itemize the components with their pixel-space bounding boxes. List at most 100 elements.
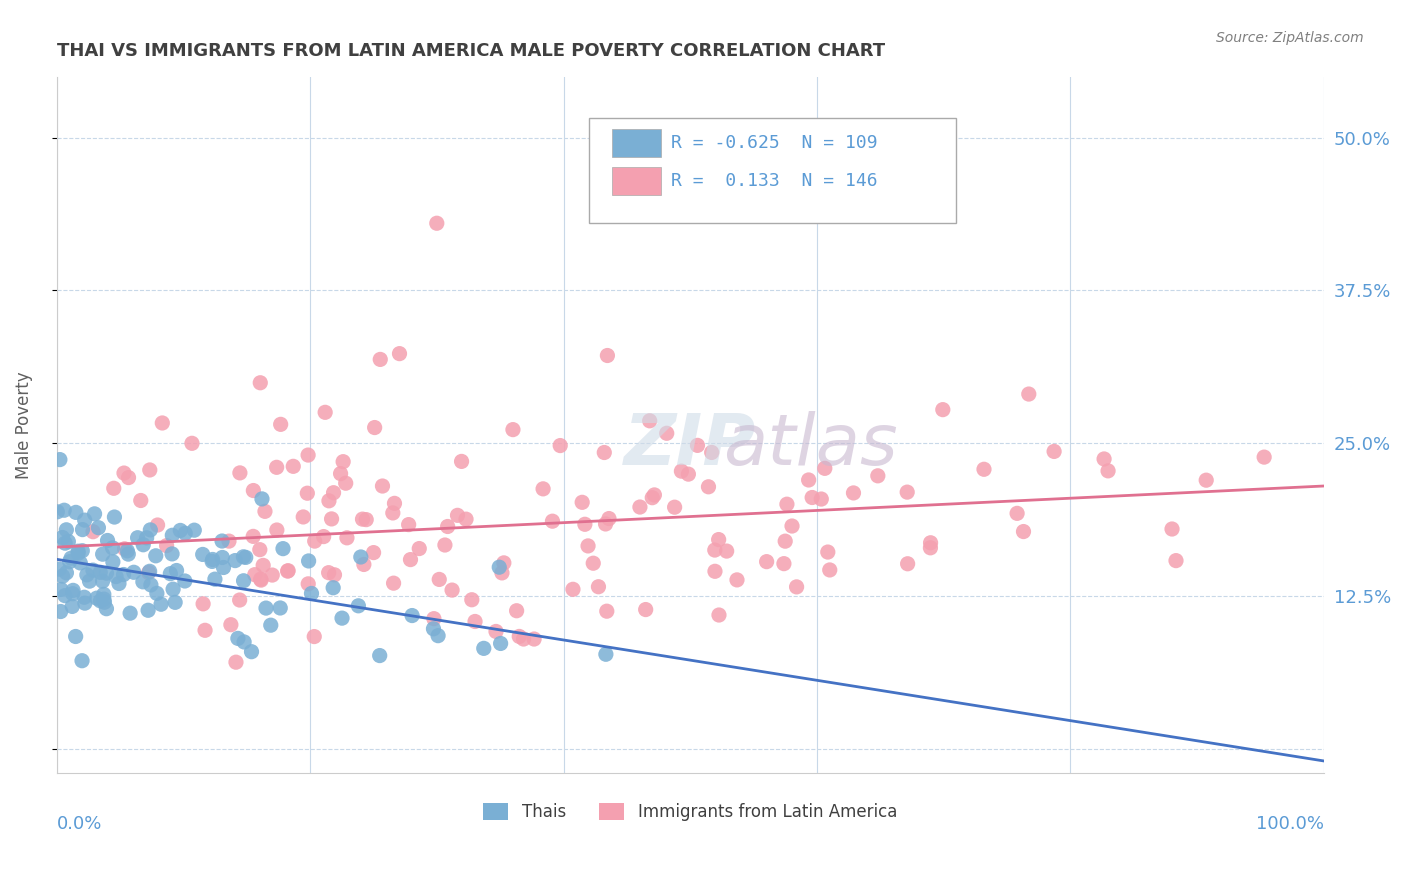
Point bbox=[73, 591, 96, 605]
Point bbox=[49, 605, 72, 619]
Point bbox=[191, 597, 214, 611]
Point bbox=[678, 467, 700, 482]
Point bbox=[225, 655, 247, 669]
Point bbox=[194, 624, 217, 638]
Point bbox=[318, 566, 340, 580]
Point bbox=[101, 555, 124, 569]
Point bbox=[314, 405, 336, 419]
Point bbox=[162, 528, 184, 542]
Point bbox=[62, 587, 84, 601]
Point bbox=[212, 560, 235, 574]
Point bbox=[489, 636, 512, 650]
Point bbox=[363, 546, 385, 560]
Point bbox=[120, 606, 142, 620]
Point bbox=[368, 352, 391, 367]
Point bbox=[582, 556, 605, 570]
Point bbox=[87, 521, 110, 535]
Point bbox=[797, 473, 820, 487]
Point bbox=[55, 566, 77, 580]
Point bbox=[920, 535, 942, 549]
Point bbox=[1043, 444, 1066, 458]
Point bbox=[574, 517, 596, 532]
Point bbox=[62, 583, 84, 598]
Point bbox=[755, 555, 778, 569]
Point bbox=[523, 632, 546, 646]
Point bbox=[224, 553, 246, 567]
Point bbox=[146, 586, 169, 600]
Point bbox=[297, 448, 319, 462]
Point bbox=[399, 552, 422, 566]
Point bbox=[818, 563, 841, 577]
Point bbox=[776, 497, 799, 511]
Point bbox=[332, 455, 354, 469]
Point bbox=[173, 574, 195, 588]
Point bbox=[83, 507, 105, 521]
Point bbox=[226, 632, 249, 646]
Point bbox=[725, 573, 748, 587]
Point bbox=[136, 603, 159, 617]
Text: THAI VS IMMIGRANTS FROM LATIN AMERICA MALE POVERTY CORRELATION CHART: THAI VS IMMIGRANTS FROM LATIN AMERICA MA… bbox=[56, 42, 884, 60]
Point bbox=[145, 549, 167, 563]
Point bbox=[664, 500, 686, 515]
Point bbox=[253, 504, 276, 518]
Point bbox=[814, 461, 837, 475]
Point bbox=[96, 533, 118, 548]
Point bbox=[166, 564, 188, 578]
Point bbox=[655, 426, 678, 441]
Point bbox=[1164, 553, 1187, 567]
Point bbox=[201, 552, 224, 566]
Point bbox=[183, 523, 205, 537]
Point bbox=[174, 526, 197, 541]
Point bbox=[249, 572, 271, 586]
Legend: Thais, Immigrants from Latin America: Thais, Immigrants from Latin America bbox=[477, 796, 904, 828]
Point bbox=[112, 567, 135, 582]
Point bbox=[312, 530, 335, 544]
Point bbox=[321, 512, 343, 526]
Point bbox=[512, 632, 534, 646]
Point bbox=[491, 566, 513, 580]
Point bbox=[371, 479, 394, 493]
Point bbox=[53, 589, 76, 603]
Point bbox=[249, 376, 271, 390]
Point bbox=[330, 611, 353, 625]
Point bbox=[1097, 464, 1119, 478]
Point bbox=[117, 470, 139, 484]
Point bbox=[254, 601, 277, 615]
Point bbox=[368, 648, 391, 663]
Point bbox=[235, 550, 257, 565]
Point bbox=[304, 534, 326, 549]
Point bbox=[707, 533, 730, 547]
Point bbox=[562, 582, 585, 597]
Point bbox=[596, 604, 619, 618]
Point bbox=[262, 568, 284, 582]
Point bbox=[55, 523, 77, 537]
Point bbox=[240, 645, 263, 659]
Point bbox=[112, 466, 135, 480]
Point bbox=[72, 543, 94, 558]
Point bbox=[1161, 522, 1184, 536]
Point bbox=[52, 569, 75, 583]
Point bbox=[82, 524, 104, 539]
Point bbox=[335, 476, 357, 491]
Point bbox=[628, 500, 651, 514]
Point bbox=[596, 349, 619, 363]
Point bbox=[686, 438, 709, 452]
Point bbox=[73, 513, 96, 527]
Point bbox=[492, 556, 515, 570]
Point bbox=[93, 587, 115, 601]
Point bbox=[72, 523, 94, 537]
Point bbox=[266, 460, 288, 475]
Point bbox=[322, 581, 344, 595]
Point bbox=[488, 560, 510, 574]
Point bbox=[67, 546, 90, 560]
Point bbox=[211, 550, 233, 565]
Text: R = -0.625  N = 109: R = -0.625 N = 109 bbox=[671, 134, 877, 152]
Point bbox=[401, 608, 423, 623]
Point bbox=[464, 615, 486, 629]
Point bbox=[48, 562, 70, 576]
Point bbox=[114, 541, 136, 556]
Point bbox=[73, 596, 96, 610]
Point bbox=[780, 519, 803, 533]
Point bbox=[634, 602, 657, 616]
Point bbox=[159, 566, 181, 581]
